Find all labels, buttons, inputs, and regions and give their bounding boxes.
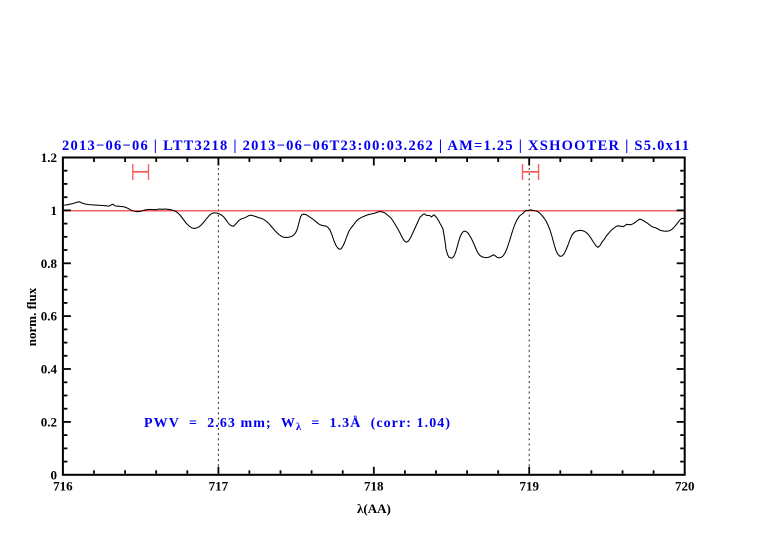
svg-text:719: 719 xyxy=(519,478,539,493)
svg-text:718: 718 xyxy=(364,478,384,493)
svg-text:0.4: 0.4 xyxy=(41,362,58,377)
svg-text:2013−06−06 | LTT3218 | 2013−06: 2013−06−06 | LTT3218 | 2013−06−06T23:00:… xyxy=(62,138,689,154)
svg-text:0: 0 xyxy=(51,467,58,482)
svg-text:720: 720 xyxy=(675,478,695,493)
svg-text:PWV = 2.63 mm; Wλ = 1.3Å: PWV = 2.63 mm; Wλ = 1.3Å (corr: 1.04) xyxy=(144,415,450,433)
svg-text:λ(AA): λ(AA) xyxy=(357,501,391,516)
svg-text:0.2: 0.2 xyxy=(41,414,57,429)
svg-text:0.8: 0.8 xyxy=(41,256,58,271)
svg-text:1: 1 xyxy=(51,203,58,218)
svg-text:1.2: 1.2 xyxy=(41,150,57,165)
svg-text:0.6: 0.6 xyxy=(41,309,58,324)
svg-text:norm. flux: norm. flux xyxy=(24,287,39,346)
svg-text:716: 716 xyxy=(53,478,73,493)
svg-text:717: 717 xyxy=(209,478,229,493)
